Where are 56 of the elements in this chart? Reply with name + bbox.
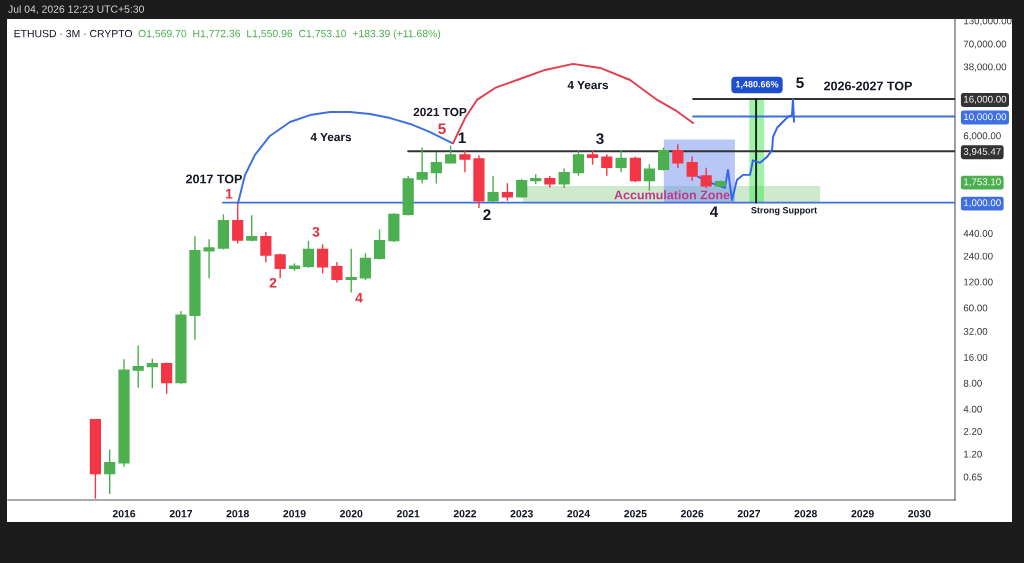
y-tick-label: 70,000.00 (963, 40, 1007, 49)
annotation: 4 (709, 206, 719, 217)
x-tick-label: 2016 (112, 510, 136, 518)
x-tick-label: 2030 (908, 510, 931, 518)
text: ETHUSD · 3M · CRYPTO (14, 29, 133, 38)
x-tick-label: 2029 (851, 510, 874, 518)
x-tick-label: 2020 (340, 510, 363, 518)
annotation: 1 (458, 132, 466, 143)
annotation: Accumulation Zone (614, 190, 730, 200)
annotation: 1 (226, 189, 233, 199)
annotation: 1,480.66% (735, 81, 779, 89)
y-tick-label: 240.00 (963, 252, 993, 260)
annotation: 4 (355, 293, 363, 303)
text: Jul 04, 2026 12:23 UTC+5:30 (8, 5, 144, 15)
annotation: 3 (596, 133, 604, 145)
x-tick-label: 2017 (169, 510, 193, 518)
x-tick-label: 2025 (624, 510, 647, 518)
annotation: Strong Support (751, 206, 817, 216)
annotation: 4 Years (310, 132, 352, 142)
annotation: 2021 TOP (413, 107, 467, 117)
annotation: 4 Years (567, 80, 609, 90)
y-tick-label: 1,753.10 (964, 178, 1001, 187)
y-tick-label: 0.65 (963, 473, 982, 481)
x-tick-label: 2022 (453, 510, 477, 518)
x-tick-label: 2024 (567, 510, 590, 518)
annotation: 5 (438, 123, 446, 135)
y-tick-label: 16.00 (964, 353, 988, 361)
x-tick-label: 2018 (226, 510, 249, 518)
annotation: 2 (269, 277, 277, 288)
x-tick-label: 2028 (794, 510, 817, 518)
annotation: 2026-2027 TOP (824, 81, 912, 91)
x-tick-label: 2027 (737, 510, 761, 518)
annotation: 2 (483, 209, 491, 220)
x-tick-label: 2019 (283, 510, 306, 518)
y-tick-label: 130,000.00 (964, 17, 1012, 26)
y-tick-label: 32.00 (963, 327, 988, 335)
text: O1,569.70 H1,772.36 L1,550.96 C1,753.10 +183.39 (+11.68%) (138, 29, 441, 40)
annotation: 3 (312, 226, 320, 237)
annotation: 5 (796, 77, 804, 89)
y-tick-label: 8.00 (963, 379, 982, 387)
y-tick-label: 120.00 (964, 278, 993, 286)
y-tick-label: 440.00 (963, 230, 993, 237)
y-tick-label: 1,000.00 (964, 199, 1001, 208)
y-tick-label: 10,000.00 (964, 113, 1007, 122)
x-tick-label: 2021 (396, 510, 420, 518)
y-tick-label: 16,000.00 (964, 95, 1007, 104)
annotation: 2017 TOP (186, 174, 242, 184)
y-tick-label: 60.00 (963, 304, 988, 312)
y-tick-label: 38,000.00 (963, 63, 1007, 72)
x-tick-label: 2026 (680, 510, 704, 518)
y-tick-label: 6,000.00 (963, 132, 1001, 141)
x-tick-label: 2023 (510, 510, 533, 518)
y-tick-label: 4.00 (963, 405, 982, 413)
y-tick-label: 2.20 (963, 428, 982, 435)
y-tick-label: 3,945.47 (963, 148, 1001, 157)
y-tick-label: 1.20 (964, 450, 982, 458)
